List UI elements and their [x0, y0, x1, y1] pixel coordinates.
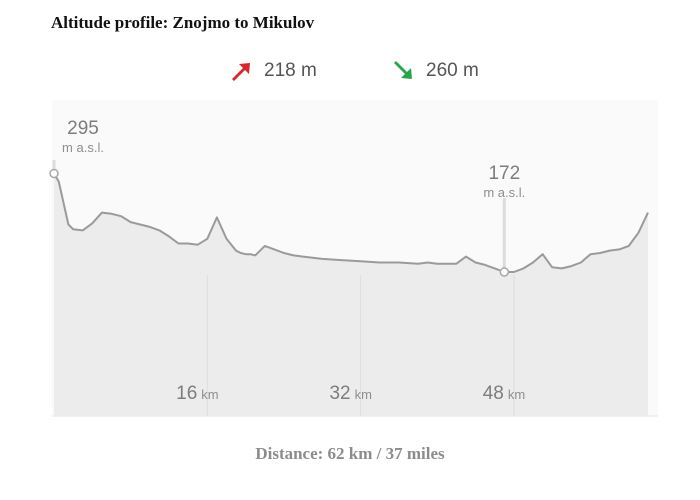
altitude-line: [53, 172, 649, 273]
arrow-down-right-icon: [394, 61, 412, 79]
ascent-stat: 218 m: [229, 60, 317, 82]
altitude-area: [54, 173, 648, 416]
x-tick-32: 32: [329, 383, 350, 404]
marker-value-0: 295: [67, 118, 99, 139]
chart-title: Altitude profile: Znojmo to Mikulov: [51, 13, 315, 32]
marker-point-0: [49, 168, 59, 179]
x-tick-unit-32: km: [355, 387, 372, 402]
ascent-value: 218 m: [264, 60, 317, 81]
marker-unit-1: m a.s.l.: [483, 185, 525, 200]
arrow-up-right-icon: [232, 63, 250, 81]
descent-stat: 260 m: [391, 60, 479, 82]
marker-unit-0: m a.s.l.: [62, 140, 104, 155]
marker-value-1: 172: [488, 163, 520, 184]
x-tick-unit-48: km: [508, 387, 525, 402]
marker-point-1: [499, 267, 510, 277]
descent-value: 260 m: [426, 60, 479, 81]
x-tick-unit-16: km: [201, 387, 218, 402]
distance-footer: Distance: 62 km / 37 miles: [255, 444, 445, 463]
x-tick-48: 48: [483, 383, 504, 404]
x-tick-16: 16: [176, 383, 197, 404]
elevation-summary: 218 m 260 m: [0, 60, 700, 90]
